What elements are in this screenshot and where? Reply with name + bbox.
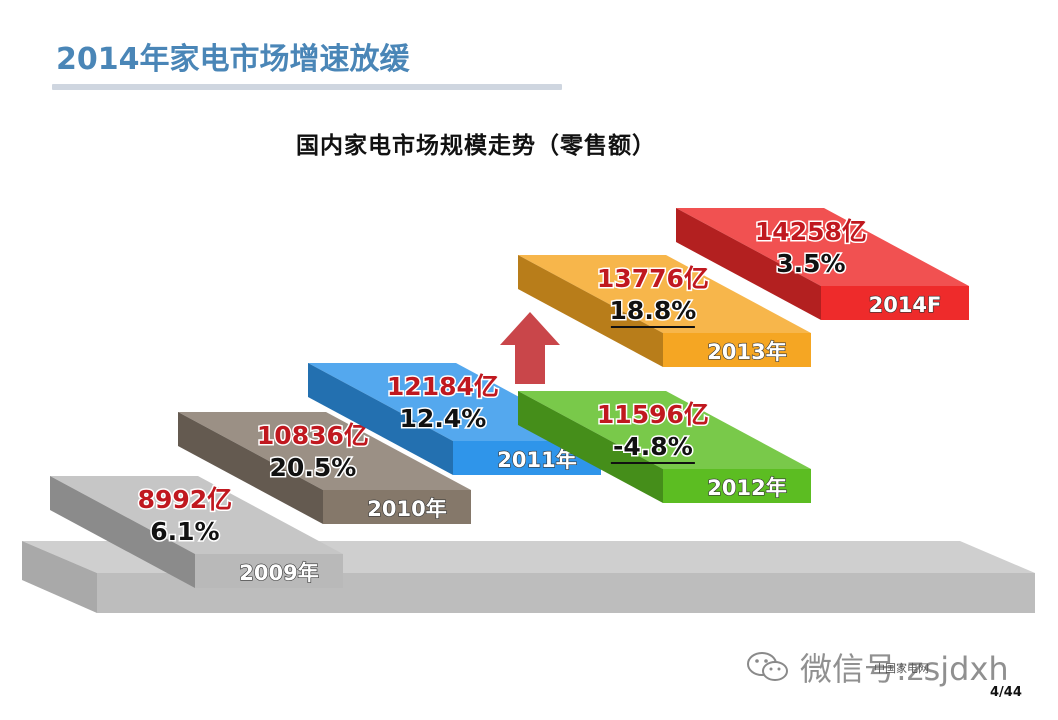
wechat-prefix: 微信号:: [800, 650, 907, 688]
bar-top-3: [518, 391, 811, 469]
bar-front-1: [323, 490, 471, 524]
bar-top-4: [518, 255, 811, 333]
arrow-up-icon: [500, 312, 560, 384]
bar-side-5: [676, 208, 821, 320]
bar-5: 14258亿 3.5% 2014F: [676, 208, 969, 320]
bar-top-1: [178, 412, 471, 490]
growth-label-0: 6.1%: [150, 517, 219, 546]
bar-3: 11596亿 -4.8% 2012年: [518, 391, 811, 503]
page-number: 4/44: [990, 685, 1022, 700]
bar-top-0: [50, 476, 343, 554]
value-label-4: 13776亿: [597, 264, 709, 293]
bar-side-1: [178, 412, 323, 524]
category-label-1: 2010年: [367, 497, 446, 521]
growth-label-4: 18.8%: [610, 296, 697, 325]
wechat-icon: [747, 652, 788, 681]
growth-label-3: -4.8%: [613, 432, 693, 461]
floor-side: [22, 541, 97, 613]
wechat-id: zsjdxh: [906, 650, 1009, 688]
bar-side-0: [50, 476, 195, 588]
wechat-account: 微信号:zsjdxh: [800, 644, 1009, 690]
bar-side-4: [518, 255, 663, 367]
category-label-4: 2013年: [707, 340, 786, 364]
bar-1: 10836亿 20.5% 2010年: [178, 412, 471, 524]
bar-front-0: [195, 554, 343, 588]
watermark-overlay: 中国家电网: [874, 662, 929, 675]
value-label-3: 11596亿: [597, 400, 709, 429]
bar-top-5: [676, 208, 969, 286]
chart-title: 国内家电市场规模走势（零售额）: [296, 133, 656, 159]
value-label-1: 10836亿: [257, 421, 369, 450]
slide-title: 2014年家电市场增速放缓: [56, 42, 410, 77]
category-label-5: 2014F: [869, 293, 942, 317]
growth-label-5: 3.5%: [776, 249, 845, 278]
bar-side-2: [308, 363, 453, 475]
category-label-2: 2011年: [497, 448, 576, 472]
value-label-5: 14258亿: [755, 217, 867, 246]
bar-side-3: [518, 391, 663, 503]
value-label-0: 8992亿: [138, 485, 233, 514]
growth-label-1: 20.5%: [270, 453, 357, 482]
title-underline: [52, 84, 562, 90]
bar-0: 8992亿 6.1% 2009年: [50, 476, 343, 588]
value-label-2: 12184亿: [387, 372, 499, 401]
bar-4: 13776亿 18.8% 2013年: [518, 255, 811, 367]
growth-label-2: 12.4%: [400, 404, 487, 433]
bar-front-4: [663, 333, 811, 367]
category-label-3: 2012年: [707, 476, 786, 500]
bar-front-3: [663, 469, 811, 503]
category-label-0: 2009年: [239, 561, 318, 585]
bar-front-5: [821, 286, 969, 320]
